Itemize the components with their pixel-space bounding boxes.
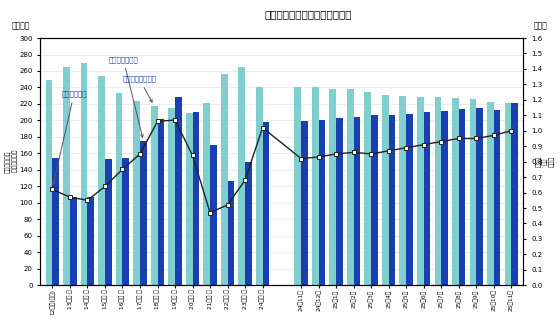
Bar <box>476 108 483 285</box>
Bar <box>329 89 336 285</box>
Bar <box>133 101 140 285</box>
Bar <box>210 145 217 285</box>
Bar <box>87 197 94 285</box>
Bar <box>123 158 129 285</box>
Bar <box>116 93 123 285</box>
Bar <box>435 97 441 285</box>
Y-axis label: （有効
求人
倍率）: （有効 求人 倍率） <box>536 156 554 167</box>
Bar <box>353 117 360 285</box>
Bar <box>382 95 389 285</box>
Bar <box>371 116 378 285</box>
Bar <box>63 67 70 285</box>
Bar <box>81 63 87 285</box>
Bar <box>99 76 105 285</box>
Text: 月間有効求人数: 月間有効求人数 <box>109 56 143 137</box>
Bar <box>203 103 210 285</box>
Text: （万人）: （万人） <box>11 22 30 30</box>
Bar <box>169 108 175 285</box>
Bar <box>399 96 406 285</box>
Bar <box>365 92 371 285</box>
Bar <box>301 121 308 285</box>
Bar <box>459 109 465 285</box>
Bar <box>227 181 234 285</box>
Y-axis label: （有効求人・
 人対万者数）: （有効求人・ 人対万者数） <box>6 149 18 174</box>
Text: 月間有効求職者数: 月間有効求職者数 <box>123 76 156 102</box>
Bar <box>389 115 395 285</box>
Bar <box>487 102 494 285</box>
Bar <box>193 112 199 285</box>
Bar <box>452 98 459 285</box>
Bar <box>151 106 157 285</box>
Bar <box>312 87 319 285</box>
Bar <box>417 97 424 285</box>
Bar <box>53 158 59 285</box>
Bar <box>469 99 476 285</box>
Bar <box>424 112 430 285</box>
Bar <box>505 103 511 285</box>
Bar <box>406 114 413 285</box>
Bar <box>221 74 227 285</box>
Bar <box>511 103 518 285</box>
Bar <box>175 97 181 285</box>
Bar <box>256 87 263 285</box>
Bar <box>263 122 269 285</box>
Bar <box>157 119 164 285</box>
Text: 有効求人倍率: 有効求人倍率 <box>53 91 87 184</box>
Bar <box>46 80 53 285</box>
Bar <box>105 159 111 285</box>
Text: 求人、求職及び求人倍率の推移: 求人、求職及び求人倍率の推移 <box>264 10 352 20</box>
Bar <box>295 87 301 285</box>
Bar <box>336 118 343 285</box>
Bar <box>239 67 245 285</box>
Bar <box>245 162 251 285</box>
Bar <box>441 110 448 285</box>
Bar <box>70 197 77 285</box>
Text: （倍）: （倍） <box>533 22 547 30</box>
Bar <box>494 110 500 285</box>
Bar <box>140 141 147 285</box>
Bar <box>186 113 193 285</box>
Bar <box>319 120 325 285</box>
Bar <box>347 89 353 285</box>
